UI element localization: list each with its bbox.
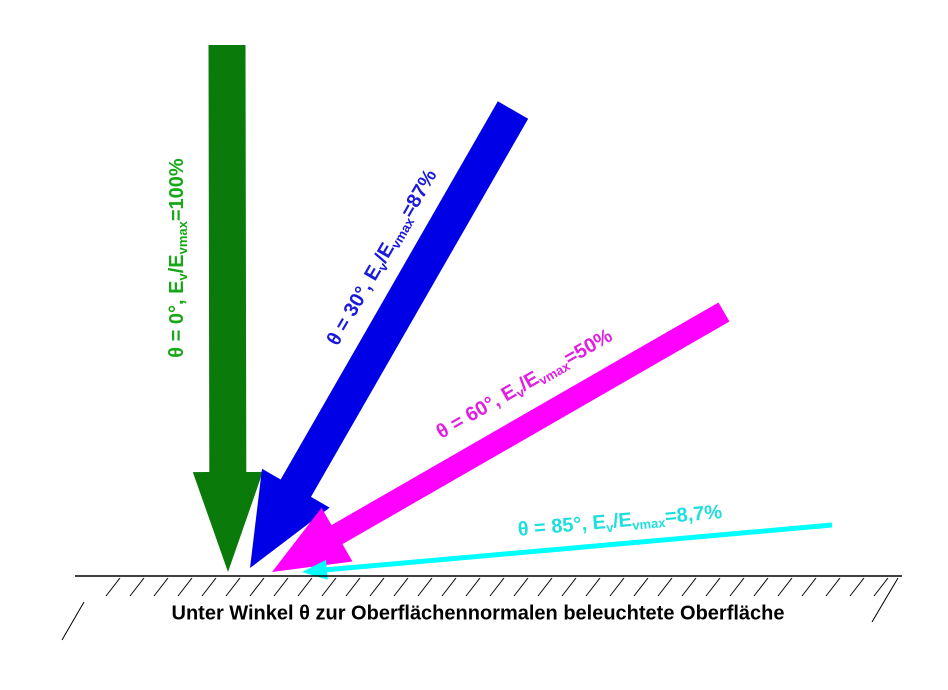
hatch-line xyxy=(417,577,433,597)
label-text: =100% xyxy=(166,158,188,221)
hatch-line xyxy=(321,577,337,597)
hatch-line xyxy=(513,577,529,597)
hatch-line xyxy=(177,577,193,597)
label-sub: v xyxy=(175,273,190,281)
arrow xyxy=(192,44,263,572)
arrow xyxy=(250,101,529,569)
hatch-line xyxy=(489,577,505,597)
hatch-line xyxy=(681,577,697,597)
hatch-line xyxy=(225,577,241,597)
hatch-line xyxy=(273,577,289,597)
hatch-line xyxy=(537,577,553,597)
hatch-line xyxy=(249,577,265,597)
hatch-line xyxy=(729,577,745,597)
hatch-line xyxy=(849,577,865,597)
hatch-line xyxy=(705,577,721,597)
hatch-line xyxy=(465,577,481,597)
caption: Unter Winkel θ zur Oberflächennormalen b… xyxy=(172,602,785,624)
hatch-line xyxy=(393,577,409,597)
label-sub: vmax xyxy=(175,220,190,254)
label-text: =8,7% xyxy=(664,501,723,528)
hatch-line xyxy=(585,577,601,597)
hatch-line xyxy=(129,577,145,597)
surface-hatching xyxy=(61,577,899,641)
hatch-line xyxy=(297,577,313,597)
hatch-line xyxy=(657,577,673,597)
hatch-line xyxy=(633,577,649,597)
hatch-line xyxy=(777,577,793,597)
hatch-line xyxy=(873,577,889,597)
hatch-line xyxy=(561,577,577,597)
hatch-line xyxy=(201,577,217,597)
label-sub: vmax xyxy=(632,515,667,533)
hatch-line xyxy=(105,577,121,597)
hatch-line xyxy=(825,577,841,597)
hatch-line xyxy=(753,577,769,597)
hatch-line xyxy=(441,577,457,597)
label-text: /E xyxy=(166,254,188,273)
label-0deg: θ = 0°, Ev/Evmax=100% xyxy=(166,158,190,358)
caption-background xyxy=(100,598,856,628)
label-text: /E xyxy=(612,509,633,533)
label-sub: v xyxy=(606,520,615,536)
arrow xyxy=(302,522,833,580)
label-85deg: θ = 85°, Ev/Evmax=8,7% xyxy=(517,501,724,543)
hatch-line xyxy=(345,577,361,597)
hatch-line xyxy=(153,577,169,597)
arrow xyxy=(272,302,730,572)
hatch-line xyxy=(61,601,85,641)
hatch-line xyxy=(801,577,817,597)
arrows xyxy=(192,44,833,580)
hatch-line xyxy=(871,577,899,623)
hatch-line xyxy=(609,577,625,597)
hatch-line xyxy=(369,577,385,597)
label-text: θ = 0°, E xyxy=(166,281,188,358)
